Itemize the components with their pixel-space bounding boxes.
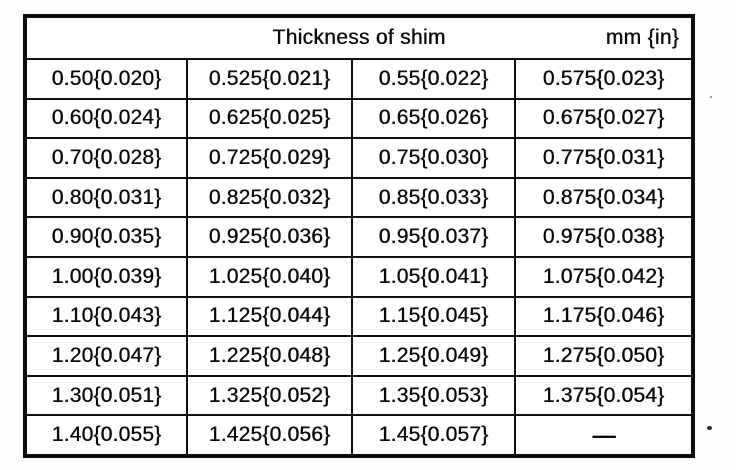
shim-cell: 1.175{0.046} (513, 295, 695, 338)
shim-cell: 0.75{0.030} (351, 137, 516, 179)
shim-cell: 1.45{0.057} (351, 414, 516, 457)
shim-cell: 1.15{0.045} (351, 295, 516, 338)
table-row: 0.80{0.031} 0.825{0.032} 0.85{0.033} 0.8… (24, 176, 695, 219)
shim-cell: 0.80{0.031} (24, 176, 188, 219)
table-row: 0.50{0.020} 0.525{0.021} 0.55{0.022} 0.5… (24, 58, 695, 100)
table-header-cell: Thickness of shim mm {in} (23, 15, 695, 60)
shim-cell: 1.375{0.054} (513, 374, 695, 417)
table-row: 1.40{0.055} 1.425{0.056} 1.45{0.057} — (24, 414, 695, 457)
shim-cell: 0.875{0.034} (513, 176, 695, 219)
shim-cell: 0.625{0.025} (186, 97, 353, 140)
shim-cell: 1.225{0.048} (186, 335, 353, 377)
shim-cell: 0.95{0.037} (351, 216, 516, 258)
shim-cell: 0.575{0.023} (513, 58, 695, 100)
shim-cell: 0.65{0.026} (351, 97, 516, 140)
table-header-row: Thickness of shim mm {in} (23, 15, 695, 60)
table-row: 0.60{0.024} 0.625{0.025} 0.65{0.026} 0.6… (24, 97, 695, 140)
shim-cell: 0.60{0.024} (24, 97, 188, 140)
table-title: Thickness of shim (272, 26, 446, 49)
shim-cell: 0.55{0.022} (351, 58, 516, 100)
table-row: 1.20{0.047} 1.225{0.048} 1.25{0.049} 1.2… (24, 335, 695, 377)
shim-cell: 0.975{0.038} (513, 216, 695, 258)
shim-cell: 0.50{0.020} (24, 58, 188, 100)
shim-thickness-table: Thickness of shim mm {in} 0.50{0.020} 0.… (23, 14, 696, 458)
table-row: 0.90{0.035} 0.925{0.036} 0.95{0.037} 0.9… (24, 216, 695, 258)
shim-cell: 1.025{0.040} (186, 255, 353, 298)
shim-cell: 0.90{0.035} (24, 216, 188, 258)
scan-speck (707, 426, 712, 430)
shim-cell: 0.725{0.029} (186, 137, 353, 179)
shim-cell: 1.075{0.042} (513, 255, 695, 298)
table-row: 1.10{0.043} 1.125{0.044} 1.15{0.045} 1.1… (24, 295, 695, 338)
shim-cell: 1.20{0.047} (24, 335, 188, 377)
shim-cell: 0.675{0.027} (513, 97, 695, 140)
shim-cell: 1.425{0.056} (186, 414, 353, 457)
shim-cell: 1.30{0.051} (24, 374, 188, 417)
shim-cell: 1.275{0.050} (513, 335, 695, 377)
shim-cell: 1.25{0.049} (351, 335, 516, 377)
table-row: 1.00{0.039} 1.025{0.040} 1.05{0.041} 1.0… (24, 255, 695, 298)
table-unit-label: mm {in} (605, 26, 680, 49)
table-row: 1.30{0.051} 1.325{0.052} 1.35{0.053} 1.3… (24, 374, 695, 417)
shim-cell-empty-dash: — (513, 414, 695, 457)
shim-cell: 1.40{0.055} (24, 414, 188, 457)
shim-cell: 1.10{0.043} (24, 295, 188, 338)
shim-cell: 1.125{0.044} (186, 295, 353, 338)
scan-speck (710, 96, 712, 98)
table-row: 0.70{0.028} 0.725{0.029} 0.75{0.030} 0.7… (24, 137, 695, 179)
shim-cell: 1.05{0.041} (351, 255, 516, 298)
shim-cell: 0.70{0.028} (24, 137, 188, 179)
shim-cell: 0.525{0.021} (186, 58, 353, 100)
shim-cell: 0.925{0.036} (186, 216, 353, 258)
shim-cell: 1.325{0.052} (186, 374, 353, 417)
shim-cell: 1.00{0.039} (24, 255, 188, 298)
shim-cell: 0.85{0.033} (351, 176, 516, 219)
shim-cell: 1.35{0.053} (351, 374, 516, 417)
shim-cell: 0.825{0.032} (186, 176, 353, 219)
shim-cell: 0.775{0.031} (513, 137, 695, 179)
